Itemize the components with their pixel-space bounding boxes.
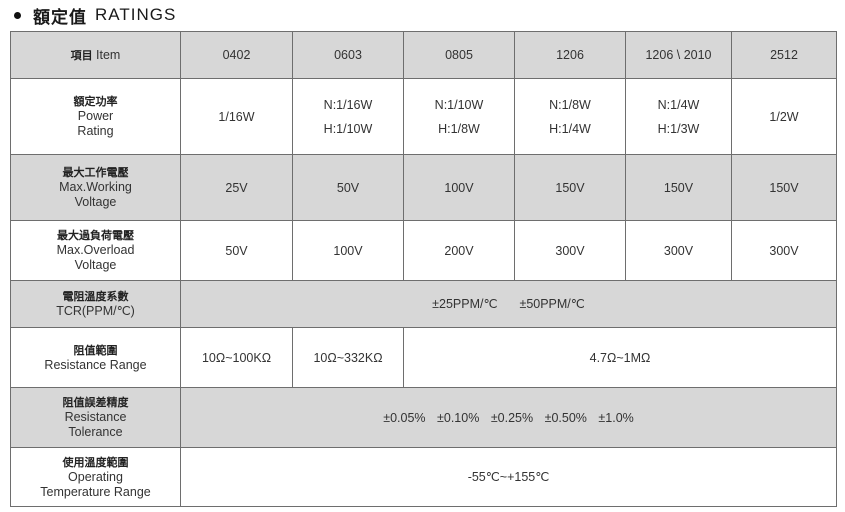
tolerance-en2: Tolerance xyxy=(68,425,123,439)
temperature-en2: Temperature Range xyxy=(40,484,151,499)
tolerance-value: ±1.0% xyxy=(598,410,634,425)
power-2010-n: N:1/4W xyxy=(657,97,700,112)
power-0402: 1/16W xyxy=(180,78,293,155)
power-2512: 1/2W xyxy=(731,78,837,155)
resistance-range-0603: 10Ω~332KΩ xyxy=(292,327,404,388)
tolerance-row: 阻值誤差精度 Resistance Tolerance ±0.05% ±0.10… xyxy=(10,387,837,448)
tolerance-value: ±0.25% xyxy=(490,410,534,425)
power-2010-h: H:1/3W xyxy=(657,121,700,136)
tcr-en1: TCR(PPM/℃) xyxy=(56,304,135,318)
overload-voltage-1206-2010: 300V xyxy=(625,220,732,281)
working-voltage-0402: 25V xyxy=(180,154,293,221)
overload-voltage-en2: Voltage xyxy=(74,258,117,272)
working-voltage-0805: 100V xyxy=(403,154,515,221)
power-0603: N:1/16W H:1/10W xyxy=(292,78,404,155)
ratings-table: 項目 Item 0402 0603 0805 1206 1206 \ 2010 … xyxy=(10,31,837,507)
resistance-range-en1: Resistance Range xyxy=(44,357,147,372)
header-item-en: Item xyxy=(96,47,121,62)
header-size-1206: 1206 xyxy=(514,31,626,79)
resistance-range-rest: 4.7Ω~1MΩ xyxy=(403,327,837,388)
header-item-zh: 項目 xyxy=(70,48,93,62)
resistance-range-row: 阻值範圍 Resistance Range 10Ω~100KΩ 10Ω~332K… xyxy=(10,327,837,388)
overload-voltage-zh: 最大過負荷電壓 xyxy=(57,229,134,242)
header-size-0402: 0402 xyxy=(180,31,293,79)
resistance-range-label: 阻值範圍 Resistance Range xyxy=(10,327,181,388)
header-size-2512: 2512 xyxy=(731,31,837,79)
working-voltage-2512: 150V xyxy=(731,154,837,221)
temperature-label: 使用溫度範圍 Operating Temperature Range xyxy=(10,447,181,507)
tolerance-label: 阻值誤差精度 Resistance Tolerance xyxy=(10,387,181,448)
tcr-row: 電阻溫度系數 TCR(PPM/℃) ±25PPM/℃ ±50PPM/℃ xyxy=(10,280,837,328)
temperature-value: -55℃~+155℃ xyxy=(180,447,837,507)
tcr-values: ±25PPM/℃ ±50PPM/℃ xyxy=(180,280,837,328)
power-rating-en2: Rating xyxy=(77,124,114,138)
working-voltage-en2: Voltage xyxy=(74,195,117,209)
header-size-1206-2010: 1206 \ 2010 xyxy=(625,31,732,79)
overload-voltage-en1: Max.Overload xyxy=(56,243,135,257)
header-size-0603: 0603 xyxy=(292,31,404,79)
overload-voltage-1206: 300V xyxy=(514,220,626,281)
power-0805-h: H:1/8W xyxy=(438,121,480,136)
working-voltage-1206: 150V xyxy=(514,154,626,221)
power-1206-2010: N:1/4W H:1/3W xyxy=(625,78,732,155)
working-voltage-en1: Max.Working xyxy=(59,180,132,194)
temperature-row: 使用溫度範圍 Operating Temperature Range -55℃~… xyxy=(10,447,837,507)
working-voltage-0603: 50V xyxy=(292,154,404,221)
power-rating-label: 額定功率 Power Rating xyxy=(10,78,181,155)
working-voltage-1206-2010: 150V xyxy=(625,154,732,221)
overload-voltage-0402: 50V xyxy=(180,220,293,281)
bullet-icon xyxy=(14,11,21,19)
power-1206-n: N:1/8W xyxy=(549,97,591,112)
tolerance-value: ±0.10% xyxy=(437,410,480,425)
tcr-label: 電阻溫度系數 TCR(PPM/℃) xyxy=(10,280,181,328)
title-en: RATINGS xyxy=(95,5,177,24)
tolerance-value: ±0.05% xyxy=(383,410,426,425)
working-voltage-row: 最大工作電壓 Max.Working Voltage 25V 50V 100V … xyxy=(10,154,837,221)
resistance-range-0402: 10Ω~100KΩ xyxy=(180,327,293,388)
power-rating-row: 額定功率 Power Rating 1/16W N:1/16W H:1/10W … xyxy=(10,78,837,155)
title-zh: 額定值 xyxy=(33,7,87,28)
resistance-range-zh: 阻值範圍 xyxy=(73,343,118,357)
tolerance-zh: 阻值誤差精度 xyxy=(62,396,129,409)
power-0603-h: H:1/10W xyxy=(323,121,373,136)
tolerance-values: ±0.05% ±0.10% ±0.25% ±0.50% ±1.0% xyxy=(180,387,837,448)
power-rating-en1: Power xyxy=(77,109,114,123)
working-voltage-label: 最大工作電壓 Max.Working Voltage xyxy=(10,154,181,221)
power-rating-zh: 額定功率 xyxy=(73,95,118,108)
tcr-value: ±25PPM/℃ xyxy=(432,297,498,311)
tolerance-value: ±0.50% xyxy=(544,410,587,425)
tolerance-en1: Resistance xyxy=(64,410,127,424)
header-row: 項目 Item 0402 0603 0805 1206 1206 \ 2010 … xyxy=(10,31,837,79)
overload-voltage-2512: 300V xyxy=(731,220,837,281)
overload-voltage-0805: 200V xyxy=(403,220,515,281)
temperature-zh: 使用溫度範圍 xyxy=(62,455,129,469)
tcr-zh: 電阻溫度系數 xyxy=(62,290,129,303)
section-title: 額定值 RATINGS xyxy=(14,3,177,28)
working-voltage-zh: 最大工作電壓 xyxy=(62,166,129,179)
overload-voltage-label: 最大過負荷電壓 Max.Overload Voltage xyxy=(10,220,181,281)
power-1206: N:1/8W H:1/4W xyxy=(514,78,626,155)
temperature-en1: Operating xyxy=(68,469,123,484)
overload-voltage-row: 最大過負荷電壓 Max.Overload Voltage 50V 100V 20… xyxy=(10,220,837,281)
power-0805: N:1/10W H:1/8W xyxy=(403,78,515,155)
overload-voltage-0603: 100V xyxy=(292,220,404,281)
power-0603-n: N:1/16W xyxy=(323,97,373,112)
header-size-0805: 0805 xyxy=(403,31,515,79)
power-1206-h: H:1/4W xyxy=(549,121,591,136)
header-item-cell: 項目 Item xyxy=(10,31,181,79)
tcr-value: ±50PPM/℃ xyxy=(519,297,585,311)
power-0805-n: N:1/10W xyxy=(434,97,484,112)
